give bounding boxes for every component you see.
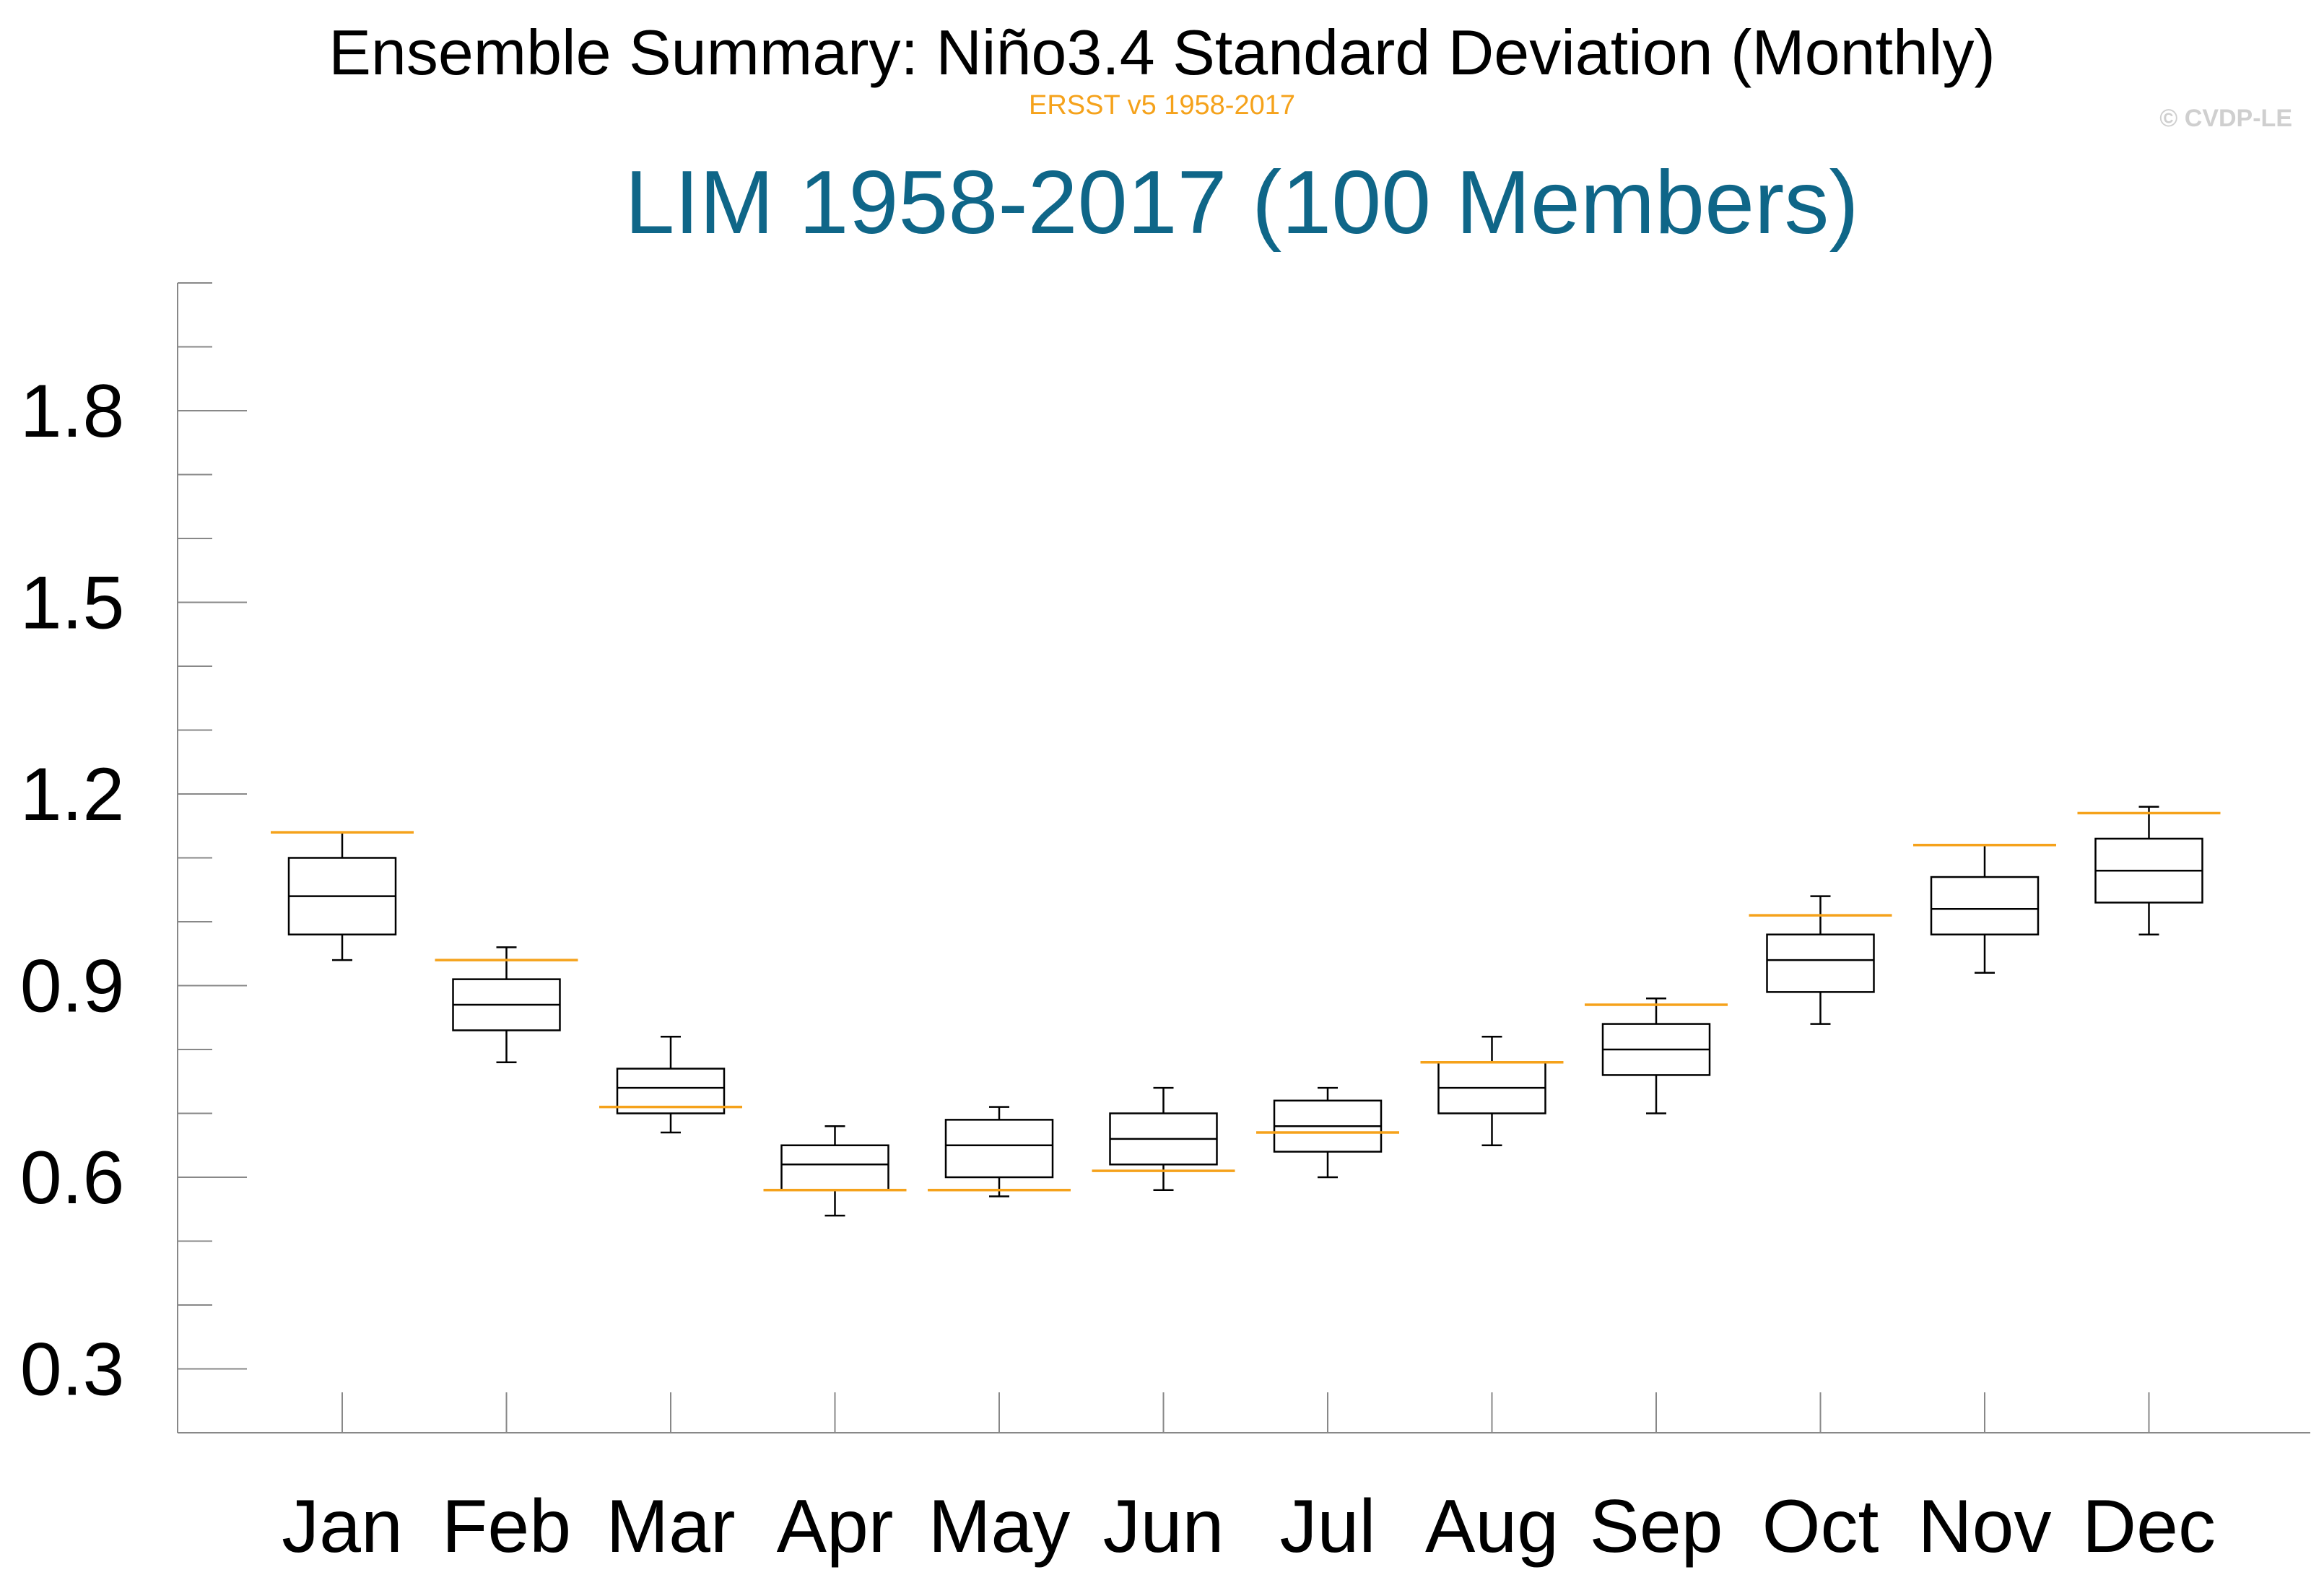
x-tick-label: Apr <box>777 1485 894 1568</box>
box-aug <box>1437 1036 1546 1146</box>
box-iqr <box>944 1119 1054 1179</box>
box-jul <box>1273 1086 1383 1179</box>
box-apr <box>780 1125 889 1217</box>
box-feb <box>452 946 561 1063</box>
x-tick-label: Feb <box>442 1485 571 1568</box>
chart-title: Ensemble Summary: Niño3.4 Standard Devia… <box>328 17 1996 88</box>
x-tick-label: Nov <box>1918 1485 2052 1568</box>
y-tick-label: 1.5 <box>20 562 125 645</box>
box-nov <box>1930 844 2040 974</box>
box-iqr <box>780 1144 889 1191</box>
box-iqr <box>1766 933 1875 993</box>
x-tick-label: Sep <box>1589 1485 1723 1568</box>
x-tick-label: Jun <box>1103 1485 1224 1568</box>
marks-layer <box>271 806 2221 1217</box>
box-jun <box>1109 1086 1218 1191</box>
x-tick-label: Dec <box>2082 1485 2216 1568</box>
labels-layer: 0.3 0.6 0.9 1.2 1.5 1.8 Jan Feb Mar Apr May Jun Jul A… <box>20 370 2216 1568</box>
x-tick-label: Aug <box>1425 1485 1559 1568</box>
box-iqr <box>616 1068 726 1114</box>
box-jan <box>287 831 397 961</box>
y-tick-label: 1.8 <box>20 370 125 453</box>
y-tick-label: 0.6 <box>20 1136 125 1220</box>
y-tick-label: 0.9 <box>20 945 125 1029</box>
x-tick-label: Jul <box>1280 1485 1376 1568</box>
box-oct <box>1766 895 1875 1025</box>
copyright-label: © CVDP-LE <box>2159 105 2292 132</box>
axes-layer <box>177 282 2310 1433</box>
chart-subtitle: ERSST v5 1958-2017 <box>1029 90 1295 121</box>
panel-title: LIM 1958-2017 (100 Members) <box>624 153 1859 253</box>
x-tick-label: Mar <box>606 1485 735 1568</box>
box-dec <box>2094 806 2203 935</box>
x-tick-label: Oct <box>1762 1485 1879 1568</box>
x-tick-label: May <box>928 1485 1070 1568</box>
box-mar <box>616 1036 726 1134</box>
box-may <box>944 1106 1054 1197</box>
box-iqr <box>1930 876 2040 935</box>
x-tick-label: Jan <box>282 1485 403 1568</box>
y-tick-label: 0.3 <box>20 1328 125 1412</box>
box-sep <box>1601 997 1711 1114</box>
y-tick-label: 1.2 <box>20 753 125 837</box>
